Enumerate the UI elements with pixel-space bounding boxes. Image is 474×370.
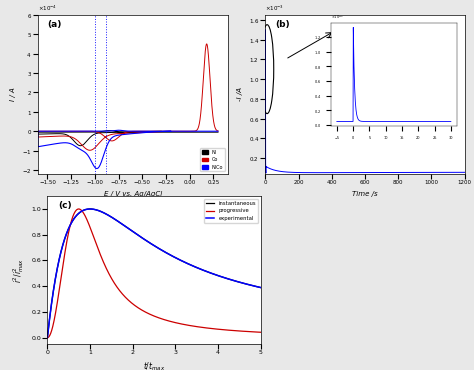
Line: instantaneous: instantaneous (47, 209, 261, 337)
instantaneous (45, 335, 50, 340)
instantaneous (55, 261, 61, 266)
progressive (55, 294, 61, 298)
Line: experimental: experimental (47, 209, 261, 337)
progressive (252, 330, 257, 334)
Legend: instantaneous, progressive, experimental: instantaneous, progressive, experimental (204, 199, 258, 223)
Legend: Ni, Co, NiCo: Ni, Co, NiCo (200, 148, 225, 171)
X-axis label: $t/t_{max}$: $t/t_{max}$ (143, 361, 165, 370)
instantaneous (148, 242, 154, 246)
progressive (252, 330, 257, 334)
experimental (252, 284, 257, 288)
experimental (258, 285, 264, 290)
Text: (b): (b) (275, 20, 290, 28)
instantaneous (252, 284, 257, 288)
instantaneous (213, 273, 219, 277)
experimental (213, 273, 219, 277)
experimental (45, 335, 50, 340)
X-axis label: Time /s: Time /s (352, 191, 378, 197)
instantaneous (258, 285, 264, 290)
experimental (55, 261, 61, 266)
X-axis label: E / V vs. Ag/AgCl: E / V vs. Ag/AgCl (104, 191, 162, 197)
Text: (c): (c) (58, 201, 72, 209)
Line: progressive: progressive (47, 209, 261, 338)
progressive (143, 310, 148, 314)
Y-axis label: -I /A: -I /A (237, 87, 243, 101)
experimental (87, 207, 93, 211)
experimental (148, 242, 154, 246)
progressive (258, 330, 264, 334)
progressive (213, 327, 219, 331)
Text: (a): (a) (47, 20, 62, 28)
progressive (148, 313, 154, 317)
Y-axis label: $i^2/i^2_{max}$: $i^2/i^2_{max}$ (11, 258, 26, 283)
progressive (45, 336, 50, 340)
experimental (252, 284, 257, 288)
instantaneous (143, 238, 148, 242)
progressive (76, 207, 82, 211)
instantaneous (87, 207, 93, 211)
Y-axis label: I / A: I / A (10, 87, 17, 101)
experimental (143, 238, 148, 242)
instantaneous (252, 284, 257, 288)
